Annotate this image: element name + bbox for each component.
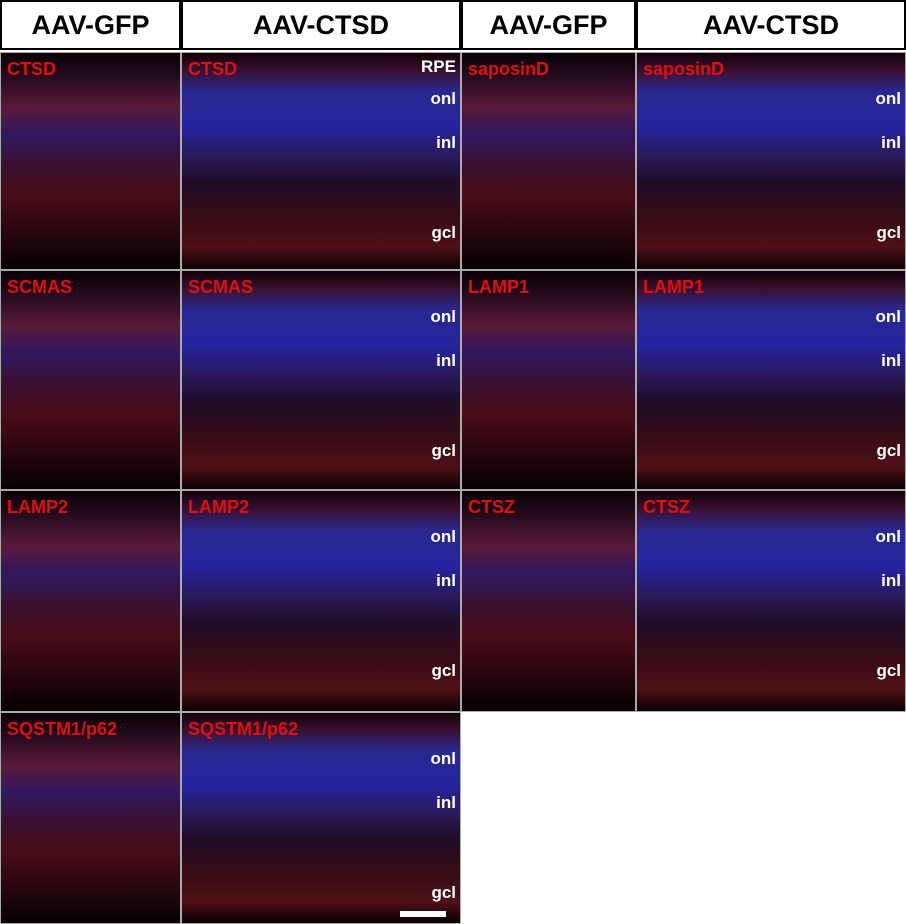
micrograph-panel: saposinD onl inl gcl [636,52,906,270]
layer-label: gcl [431,441,456,461]
stain-label: LAMP2 [188,497,249,518]
stain-label: LAMP1 [468,277,529,298]
scale-bar [400,911,446,917]
layer-label: inl [436,351,456,371]
micrograph-panel: SCMAS onl inl gcl [181,270,461,490]
layer-label: inl [881,133,901,153]
layer-label: RPE [421,57,456,77]
stain-label: saposinD [468,59,549,80]
stain-label: CTSZ [468,497,515,518]
micrograph-panel: SCMAS [0,270,181,490]
stain-label: CTSD [188,59,237,80]
figure: AAV-GFPAAV-CTSDAAV-GFPAAV-CTSDCTSDCTSDRP… [0,0,906,924]
layer-label: onl [876,527,902,547]
layer-label: onl [431,749,457,769]
column-header: AAV-GFP [461,0,636,50]
micrograph-panel: LAMP1 [461,270,636,490]
micrograph-panel: SQSTM1/p62 [0,712,181,924]
stain-label: saposinD [643,59,724,80]
column-header: AAV-GFP [0,0,181,50]
layer-label: onl [431,89,457,109]
micrograph-panel: saposinD [461,52,636,270]
layer-label: onl [876,307,902,327]
stain-label: LAMP1 [643,277,704,298]
layer-label: inl [881,351,901,371]
layer-label: inl [436,793,456,813]
micrograph-panel: CTSZ onl inl gcl [636,490,906,712]
micrograph-panel: LAMP2 [0,490,181,712]
layer-label: inl [881,571,901,591]
micrograph-panel: SQSTM1/p62 onl inl gcl [181,712,461,924]
layer-label: gcl [876,441,901,461]
stain-label: CTSD [7,59,56,80]
micrograph-panel: LAMP2 onl inl gcl [181,490,461,712]
micrograph-panel: CTSD [0,52,181,270]
micrograph-panel: CTSZ [461,490,636,712]
stain-label: SCMAS [7,277,72,298]
layer-label: onl [876,89,902,109]
stain-label: SQSTM1/p62 [7,719,117,740]
stain-label: SQSTM1/p62 [188,719,298,740]
micrograph-panel: CTSD RPE onl inl gcl [181,52,461,270]
stain-label: SCMAS [188,277,253,298]
layer-label: onl [431,307,457,327]
layer-label: gcl [876,223,901,243]
layer-label: gcl [431,661,456,681]
layer-label: gcl [431,883,456,903]
column-header: AAV-CTSD [181,0,461,50]
layer-label: inl [436,571,456,591]
stain-label: LAMP2 [7,497,68,518]
layer-label: gcl [431,223,456,243]
micrograph-panel: LAMP1 onl inl gcl [636,270,906,490]
layer-label: inl [436,133,456,153]
stain-label: CTSZ [643,497,690,518]
column-header: AAV-CTSD [636,0,906,50]
layer-label: onl [431,527,457,547]
layer-label: gcl [876,661,901,681]
